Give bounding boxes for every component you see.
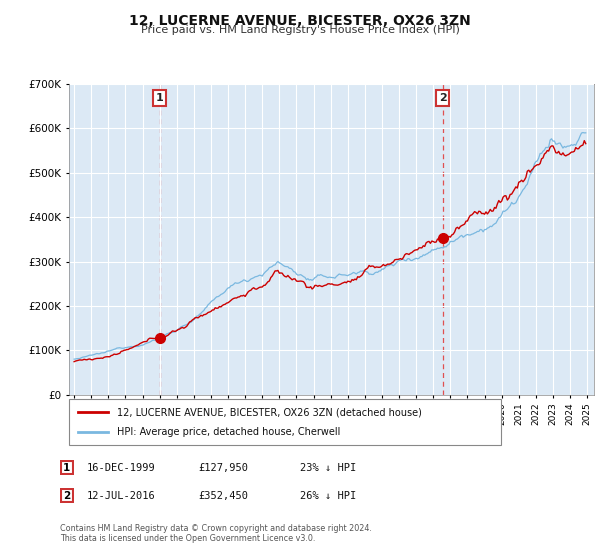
FancyBboxPatch shape bbox=[69, 399, 501, 445]
Text: 12-JUL-2016: 12-JUL-2016 bbox=[87, 491, 156, 501]
Text: HPI: Average price, detached house, Cherwell: HPI: Average price, detached house, Cher… bbox=[116, 427, 340, 437]
Text: 1: 1 bbox=[63, 463, 71, 473]
Text: 23% ↓ HPI: 23% ↓ HPI bbox=[300, 463, 356, 473]
Text: 2: 2 bbox=[439, 93, 446, 103]
FancyBboxPatch shape bbox=[61, 461, 73, 474]
Text: Contains HM Land Registry data © Crown copyright and database right 2024.: Contains HM Land Registry data © Crown c… bbox=[60, 524, 372, 533]
Text: 26% ↓ HPI: 26% ↓ HPI bbox=[300, 491, 356, 501]
Text: £352,450: £352,450 bbox=[198, 491, 248, 501]
Text: £127,950: £127,950 bbox=[198, 463, 248, 473]
Text: 2: 2 bbox=[63, 491, 71, 501]
Text: This data is licensed under the Open Government Licence v3.0.: This data is licensed under the Open Gov… bbox=[60, 534, 316, 543]
Text: 12, LUCERNE AVENUE, BICESTER, OX26 3ZN (detached house): 12, LUCERNE AVENUE, BICESTER, OX26 3ZN (… bbox=[116, 407, 421, 417]
FancyBboxPatch shape bbox=[61, 489, 73, 502]
Text: 16-DEC-1999: 16-DEC-1999 bbox=[87, 463, 156, 473]
Text: 1: 1 bbox=[156, 93, 164, 103]
Text: Price paid vs. HM Land Registry's House Price Index (HPI): Price paid vs. HM Land Registry's House … bbox=[140, 25, 460, 35]
Text: 12, LUCERNE AVENUE, BICESTER, OX26 3ZN: 12, LUCERNE AVENUE, BICESTER, OX26 3ZN bbox=[129, 14, 471, 28]
